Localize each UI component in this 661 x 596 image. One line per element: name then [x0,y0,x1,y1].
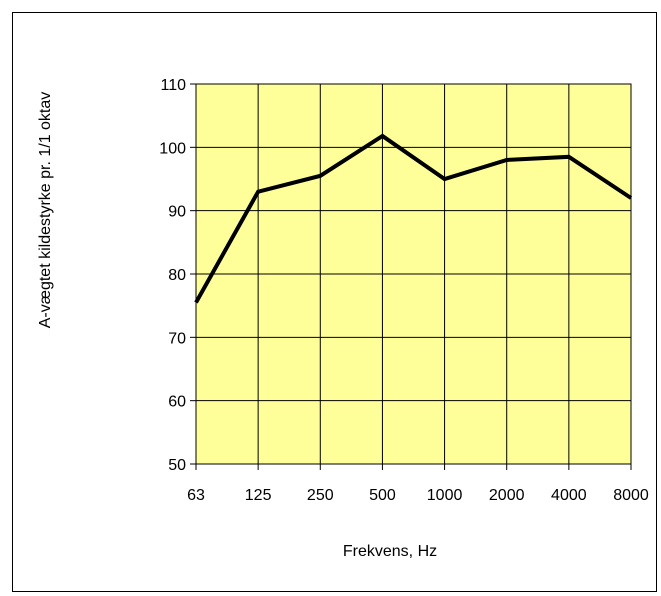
y-tick-label: 90 [168,204,186,221]
y-tick-label: 50 [168,457,186,474]
y-tick-label: 80 [168,267,186,284]
x-tick-label: 8000 [613,487,649,504]
x-tick-label: 500 [369,487,396,504]
x-tick-label: 63 [187,487,205,504]
y-tick-label: 60 [168,394,186,411]
y-tick-label: 70 [168,330,186,347]
grid [195,83,632,465]
y-axis-title: A-vægtet kildestyrke pr. 1/1 oktav [37,92,54,329]
x-axis-ticks: 63 125 250 500 1000 2000 4000 8000 [187,464,649,504]
series-group [194,133,633,304]
x-tick-label: 250 [307,487,334,504]
y-tick-label: 100 [159,140,186,157]
y-tick-label: 110 [160,77,186,94]
x-axis-title: Frekvens, Hz [343,543,437,560]
x-tick-label: 1000 [427,487,463,504]
x-tick-label: 4000 [551,487,587,504]
y-axis-ticks: 50 60 70 80 90 100 110 [159,77,196,474]
x-tick-label: 125 [245,487,272,504]
x-tick-label: 2000 [489,487,525,504]
series-line [194,133,633,304]
